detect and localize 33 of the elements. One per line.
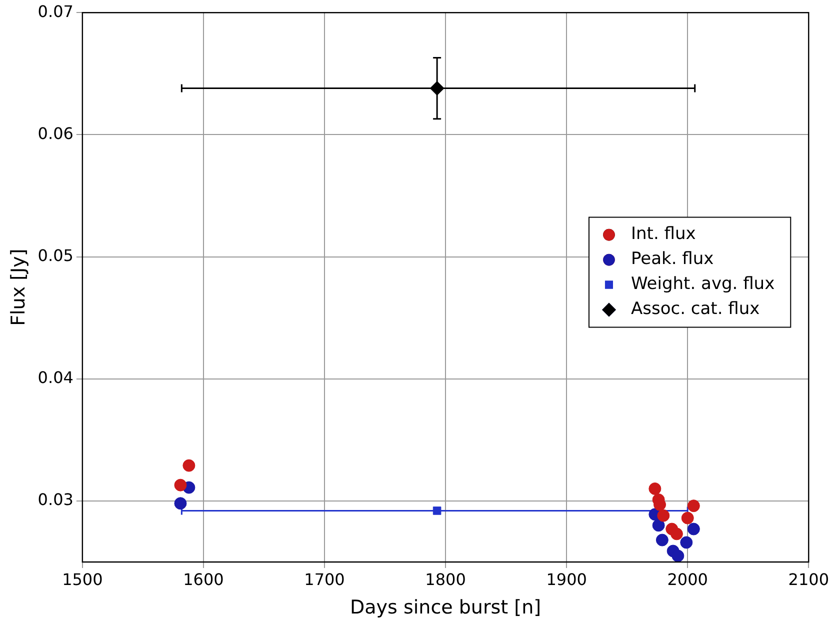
y-tick-label: 0.06 (38, 124, 74, 143)
x-tick-label: 1500 (62, 570, 103, 589)
y-tick-label: 0.07 (38, 2, 74, 21)
y-axis-title: Flux [Jy] (7, 248, 30, 326)
y-tick-label: 0.04 (38, 368, 74, 388)
point (182, 459, 196, 472)
x-tick-label: 1600 (183, 570, 224, 589)
x-tick-label: 1700 (304, 570, 345, 589)
point (687, 500, 700, 512)
x-axis-title: Days since burst [n] (350, 596, 542, 619)
point (174, 478, 187, 492)
point (648, 482, 662, 495)
x-tick-label: 1900 (546, 570, 587, 589)
point (174, 497, 187, 510)
point (430, 81, 444, 96)
legend-label: Weight. avg. flux (630, 274, 775, 294)
point (680, 536, 693, 549)
point (687, 522, 700, 536)
point (672, 550, 684, 562)
point (652, 519, 665, 532)
point (656, 534, 668, 546)
legend-label: Peak. flux (630, 249, 714, 270)
legend-label: Int. flux (630, 224, 696, 244)
point (670, 528, 683, 540)
x-tick-label: 2000 (667, 570, 708, 589)
point (681, 512, 694, 524)
x-tick-label: 2100 (788, 570, 829, 589)
point (657, 509, 670, 522)
x-tick-label: 1800 (425, 570, 466, 589)
point (432, 506, 442, 515)
y-tick-label: 0.05 (38, 246, 74, 265)
y-tick-label: 0.03 (38, 490, 74, 510)
legend-label: Assoc. cat. flux (630, 299, 760, 320)
